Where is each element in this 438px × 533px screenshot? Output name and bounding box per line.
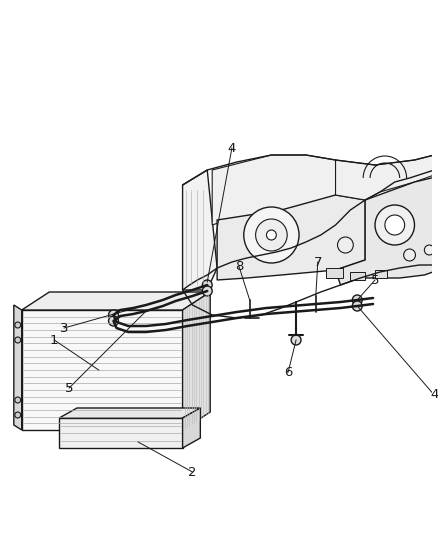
Circle shape: [15, 412, 21, 418]
Text: 6: 6: [284, 366, 292, 378]
Polygon shape: [183, 170, 217, 290]
Text: 7: 7: [314, 255, 322, 269]
Polygon shape: [14, 305, 22, 430]
Circle shape: [291, 335, 301, 345]
Circle shape: [266, 230, 276, 240]
Circle shape: [202, 280, 212, 290]
Circle shape: [109, 310, 118, 320]
Circle shape: [202, 286, 212, 296]
Circle shape: [15, 337, 21, 343]
Polygon shape: [183, 408, 200, 448]
Circle shape: [424, 245, 434, 255]
Circle shape: [352, 301, 362, 311]
Text: 8: 8: [235, 260, 243, 272]
Bar: [375, 270, 387, 278]
Text: 3: 3: [60, 321, 68, 335]
Polygon shape: [183, 292, 210, 430]
Text: 4: 4: [430, 389, 438, 401]
Polygon shape: [336, 175, 438, 285]
Circle shape: [338, 237, 353, 253]
Circle shape: [244, 207, 299, 263]
Bar: [350, 272, 365, 280]
Polygon shape: [22, 310, 183, 430]
Circle shape: [15, 322, 21, 328]
Circle shape: [404, 249, 416, 261]
Circle shape: [15, 397, 21, 403]
Circle shape: [385, 215, 405, 235]
Bar: [326, 268, 343, 278]
Polygon shape: [22, 292, 210, 310]
Text: 5: 5: [371, 273, 379, 287]
Circle shape: [109, 316, 118, 326]
Polygon shape: [336, 155, 434, 200]
Text: 4: 4: [228, 141, 236, 155]
Text: 1: 1: [50, 334, 59, 346]
Polygon shape: [59, 408, 200, 418]
Circle shape: [256, 219, 287, 251]
Polygon shape: [217, 195, 365, 280]
Text: 5: 5: [65, 382, 73, 394]
Polygon shape: [59, 418, 183, 448]
Text: 2: 2: [188, 465, 197, 479]
Polygon shape: [212, 155, 336, 225]
Circle shape: [375, 205, 414, 245]
Circle shape: [352, 295, 362, 305]
